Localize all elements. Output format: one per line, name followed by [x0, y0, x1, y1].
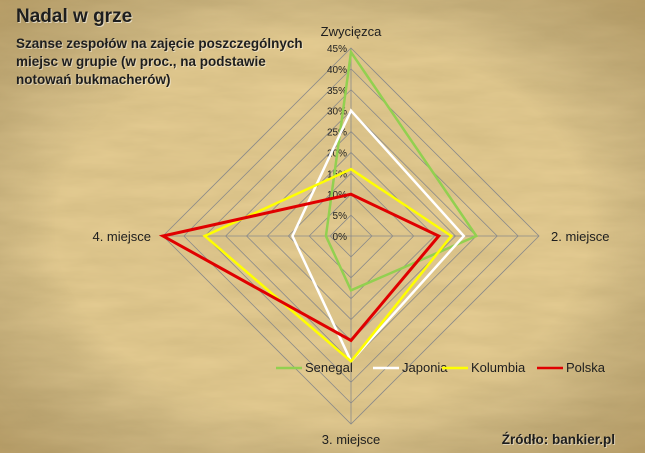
- tick-label: 45%: [327, 44, 347, 55]
- legend-label: Polska: [566, 360, 606, 375]
- chart-title: Nadal w grze: [16, 6, 133, 27]
- legend-label: Kolumbia: [471, 360, 526, 375]
- axis-label: 3. miejsce: [322, 432, 381, 447]
- data-series: [158, 48, 479, 364]
- legend-label: Senegal: [305, 360, 353, 375]
- tick-label: 35%: [327, 86, 347, 97]
- tick-label: 5%: [333, 211, 348, 222]
- series-line: [158, 192, 442, 343]
- category-axis-labels: Zwycięzca 2. miejsce 3. miejsce 4. miejsce: [92, 24, 609, 447]
- tick-label: 30%: [327, 107, 347, 118]
- chart-subtitle: Szanse zespołów na zajęcie poszczególnyc…: [16, 36, 303, 87]
- series-line: [324, 48, 479, 292]
- axis-label: Zwycięzca: [321, 24, 382, 39]
- legend: Senegal Japonia Kolumbia Polska: [276, 360, 606, 375]
- series-line: [202, 167, 454, 364]
- axis-label: 4. miejsce: [92, 229, 151, 244]
- axis-label: 2. miejsce: [551, 229, 610, 244]
- legend-label: Japonia: [402, 360, 448, 375]
- source-note: Źródło: bankier.pl: [501, 432, 615, 447]
- tick-label: 40%: [327, 65, 347, 76]
- tick-label: 0%: [333, 232, 348, 243]
- tick-label: 10%: [327, 190, 347, 201]
- tick-label: 25%: [327, 128, 347, 139]
